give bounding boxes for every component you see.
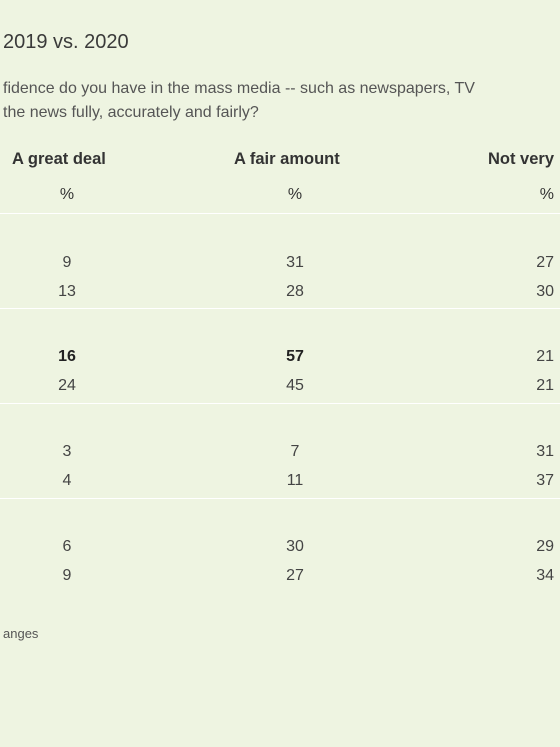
unit-label-fair-amount: % [287,186,303,203]
table-cell: 7 [290,443,300,460]
table-cell: 45 [286,377,304,394]
table-cell: 31 [286,254,304,271]
table-cell: 30 [536,283,554,300]
table-cell: 27 [286,567,304,584]
table-cell: 4 [62,472,72,489]
footnote: anges [3,626,39,641]
column-header-not-very: Not very [487,150,554,168]
unit-label-not-very: % [539,186,554,203]
table-title: 2019 vs. 2020 [3,31,129,53]
table-cell: 31 [536,443,554,460]
question-line-1: fidence do you have in the mass media --… [3,80,475,97]
divider [0,498,560,499]
table-cell: 9 [62,567,72,584]
table-cell: 21 [536,348,554,365]
divider [0,308,560,309]
table-cell: 34 [536,567,554,584]
table-cell: 13 [58,283,76,300]
table-cell: 3 [62,443,72,460]
table-cell: 24 [58,377,76,394]
divider [0,403,560,404]
table-cell-highlight: 16 [58,348,76,365]
question-text: fidence do you have in the mass media --… [3,77,560,125]
unit-label-great-deal: % [59,186,75,203]
table-cell: 30 [286,538,304,555]
column-header-fair-amount: A fair amount [234,150,340,168]
table-cell: 6 [62,538,72,555]
table-cell-highlight: 57 [286,348,304,365]
table-cell: 37 [536,472,554,489]
table-cell: 9 [62,254,72,271]
table-cell: 21 [536,377,554,394]
column-header-great-deal: A great deal [12,150,106,168]
table-cell: 29 [536,538,554,555]
question-line-2: the news fully, accurately and fairly? [3,104,259,121]
table-cell: 27 [536,254,554,271]
table-cell: 11 [286,472,304,489]
divider [0,213,560,214]
table-cell: 28 [286,283,304,300]
